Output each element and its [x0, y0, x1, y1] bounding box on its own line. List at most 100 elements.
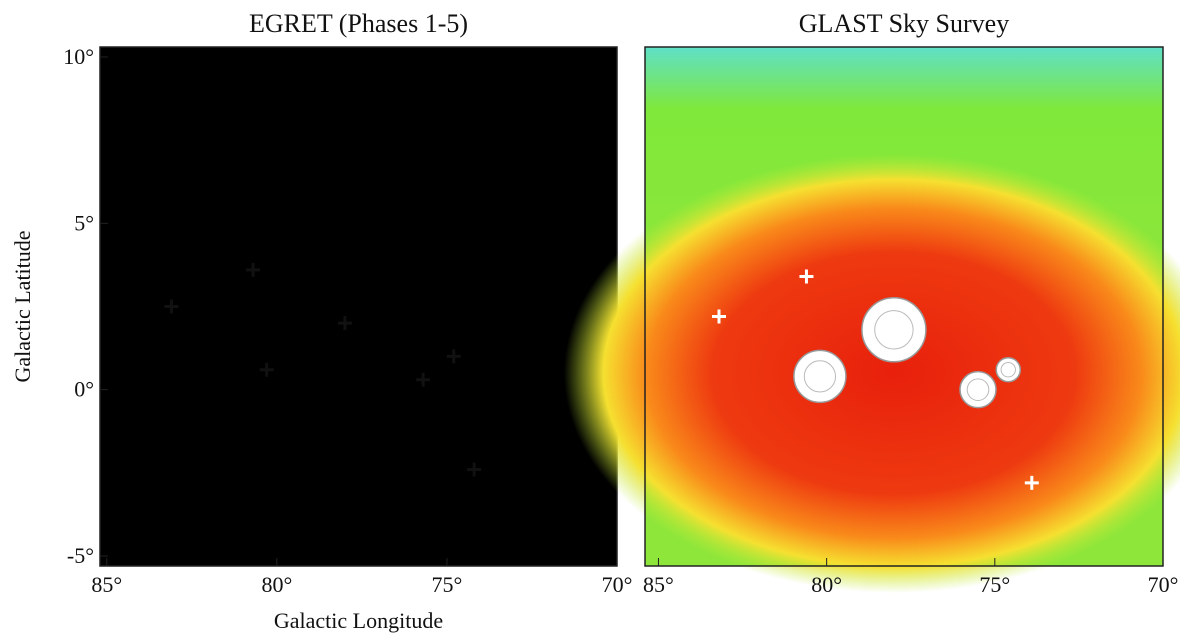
map-cell — [341, 113, 359, 132]
map-cell — [513, 348, 532, 366]
map-cell — [341, 80, 359, 98]
map-cell — [255, 197, 273, 215]
map-cell — [410, 164, 428, 182]
map-cell — [548, 247, 566, 266]
map-cell — [134, 381, 153, 400]
map-cell — [186, 482, 204, 500]
map-cell — [565, 264, 584, 282]
map-cell — [375, 264, 394, 282]
map-cell — [358, 415, 377, 433]
map-cell — [272, 415, 291, 433]
map-cell — [513, 63, 532, 81]
map-cell — [255, 281, 273, 299]
map-cell — [392, 164, 411, 182]
map-cell — [100, 365, 118, 383]
map-cell — [582, 180, 601, 199]
map-cell — [599, 231, 618, 249]
map-cell — [461, 365, 480, 383]
map-cell — [289, 247, 308, 266]
map-cell — [548, 381, 566, 400]
map-cell — [444, 231, 463, 249]
map-cell — [496, 482, 515, 500]
map-cell — [272, 381, 291, 400]
map-cell — [306, 47, 325, 65]
source-marker — [337, 316, 352, 331]
map-cell — [392, 415, 411, 433]
map-cell — [427, 482, 446, 500]
map-cell — [324, 164, 342, 182]
map-cell — [530, 348, 549, 366]
map-cell — [151, 247, 170, 266]
map-cell — [444, 197, 463, 215]
map-cell — [100, 482, 118, 500]
map-cell — [186, 331, 204, 349]
map-cell — [134, 63, 153, 81]
map-cell — [461, 80, 480, 98]
map-cell — [444, 63, 463, 81]
source — [959, 370, 997, 409]
map-cell — [375, 415, 394, 433]
map-cell — [599, 549, 618, 567]
map-cell — [151, 130, 170, 148]
map-cell — [186, 515, 204, 534]
map-cell — [220, 264, 239, 282]
map-cell — [134, 499, 153, 517]
map-cell — [530, 398, 549, 416]
map-cell — [496, 214, 515, 232]
map-cell — [427, 331, 446, 349]
map-cell — [117, 314, 135, 333]
source-ring — [1000, 362, 1016, 378]
map-cell — [117, 398, 135, 416]
map-cell — [117, 147, 135, 165]
map-cell — [289, 365, 308, 383]
source — [861, 297, 927, 363]
map-cell — [341, 415, 359, 433]
map-cell — [444, 515, 463, 534]
map-cell — [513, 80, 532, 98]
map-cell — [375, 331, 394, 349]
map-cell — [530, 331, 549, 349]
map-cell — [272, 130, 291, 148]
map-cell — [599, 197, 618, 215]
map-cell — [151, 298, 170, 316]
map-cell — [461, 532, 480, 550]
map-cell — [117, 197, 135, 215]
map-cell — [479, 164, 497, 182]
source-ring — [874, 310, 914, 350]
map-cell — [203, 264, 222, 282]
map-cell — [186, 113, 204, 132]
map-cell — [220, 147, 239, 165]
map-cell — [255, 448, 273, 467]
map-cell — [306, 314, 325, 333]
map-cell — [427, 97, 446, 115]
map-cell — [324, 247, 342, 266]
map-cell — [358, 532, 377, 550]
map-cell — [255, 147, 273, 165]
map-cell — [444, 499, 463, 517]
map-cell — [186, 164, 204, 182]
map-cell — [427, 113, 446, 132]
map-cell — [134, 97, 153, 115]
source-marker — [246, 262, 261, 277]
map-cell — [306, 63, 325, 81]
map-cell — [358, 214, 377, 232]
map-cell — [375, 549, 394, 567]
map-cell — [306, 130, 325, 148]
map-cell — [220, 381, 239, 400]
map-cell — [513, 432, 532, 450]
map-cell — [582, 197, 601, 215]
map-cell — [599, 47, 618, 65]
map-cell — [186, 398, 204, 416]
map-cell — [324, 499, 342, 517]
source — [793, 349, 847, 404]
map-cell — [582, 482, 601, 500]
map-cell — [599, 97, 618, 115]
map-cell — [410, 130, 428, 148]
map-cell — [237, 465, 256, 483]
map-cell — [582, 164, 601, 182]
map-cell — [289, 164, 308, 182]
map-cell — [255, 465, 273, 483]
map-cell — [324, 482, 342, 500]
map-cell — [151, 231, 170, 249]
map-cell — [392, 448, 411, 467]
